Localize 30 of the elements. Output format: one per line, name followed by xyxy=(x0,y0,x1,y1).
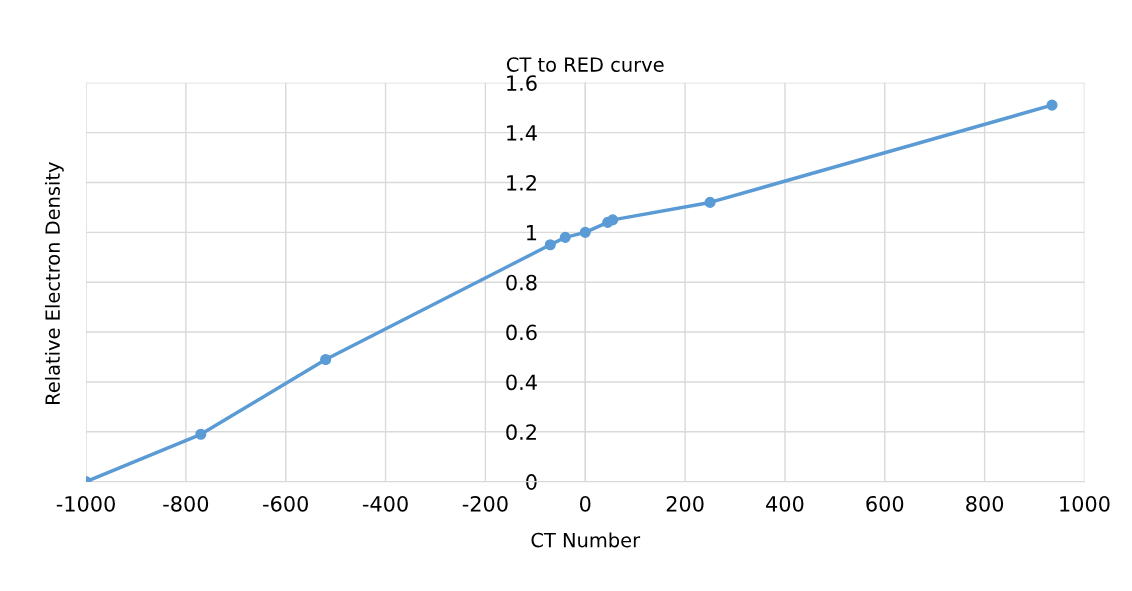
point xyxy=(579,226,591,238)
point xyxy=(1046,99,1058,111)
y-tick-label: 1.6 xyxy=(507,75,537,91)
y-tick-label: 0.4 xyxy=(506,374,537,391)
point xyxy=(704,196,716,208)
x-tick-label: 200 xyxy=(666,495,704,512)
x-tick-label: 0 xyxy=(579,495,591,512)
x-tick-label: -600 xyxy=(263,495,308,512)
x-tick-label: -800 xyxy=(163,495,209,512)
x-tick-label: 400 xyxy=(766,495,804,512)
y-tick-label: 0.6 xyxy=(506,324,537,341)
y-tick-label: 1.2 xyxy=(507,174,536,191)
point xyxy=(195,428,207,440)
point xyxy=(544,239,556,251)
x-tick-label: 1000 xyxy=(1060,495,1110,512)
y-axis-title: Relative Electron Density xyxy=(44,162,64,404)
x-tick-label: -200 xyxy=(462,495,508,512)
y-tick-label: 1 xyxy=(527,225,537,241)
chart-title: CT to RED curve xyxy=(506,57,664,72)
point xyxy=(607,214,619,226)
x-tick-label: 600 xyxy=(866,495,904,512)
y-tick-label: 1.4 xyxy=(507,125,537,141)
x-axis-title: CT Number xyxy=(531,532,641,548)
y-tick-label: 0.2 xyxy=(506,424,536,441)
x-tick-label: -1000 xyxy=(56,495,115,512)
point xyxy=(320,353,332,366)
x-tick-label: 800 xyxy=(966,495,1004,512)
x-tick-label: -400 xyxy=(362,495,408,512)
point xyxy=(559,231,571,243)
y-tick-label: 0.8 xyxy=(506,274,537,291)
